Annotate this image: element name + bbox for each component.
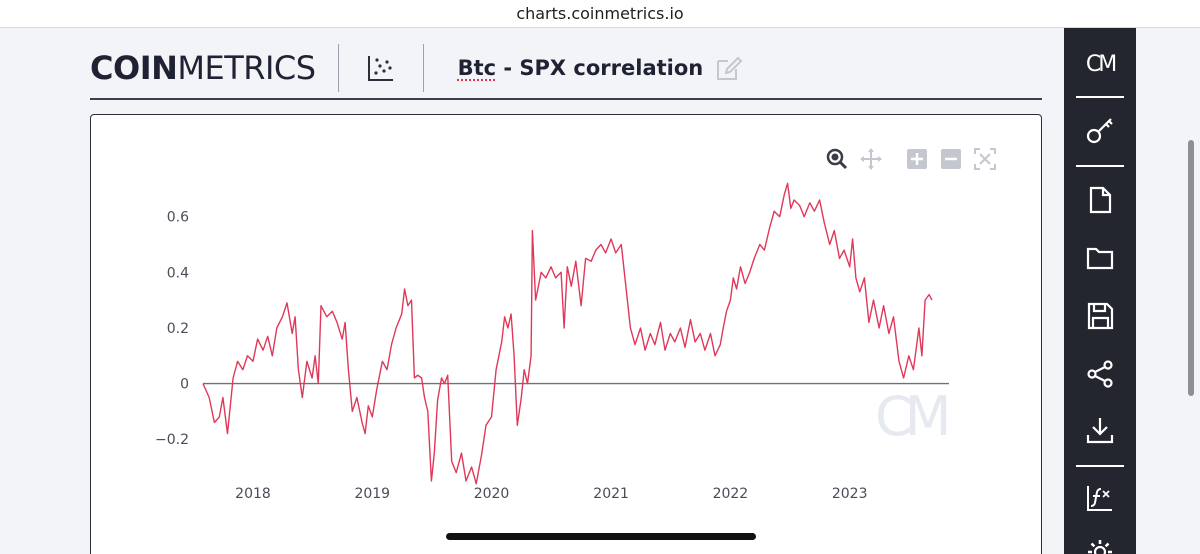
header-rule bbox=[90, 98, 1042, 100]
home-indicator[interactable] bbox=[446, 533, 756, 540]
folder-icon bbox=[1086, 247, 1114, 270]
watermark-text: CM bbox=[875, 385, 947, 448]
x-tick-label: 2020 bbox=[474, 486, 510, 502]
pan-tool[interactable] bbox=[858, 146, 884, 172]
y-tick-label: 0.2 bbox=[167, 321, 189, 337]
cm-logo: CM bbox=[1085, 51, 1117, 77]
page-scrollbar[interactable] bbox=[1188, 140, 1194, 396]
x-tick-label: 2022 bbox=[713, 486, 749, 502]
coinmetrics-logo[interactable]: COINMETRICS bbox=[90, 49, 316, 87]
y-tick-label: 0 bbox=[180, 377, 189, 393]
sidebar-separator bbox=[1076, 165, 1124, 167]
chart-title-part2: - SPX correlation bbox=[496, 56, 704, 80]
reset-zoom-tool[interactable] bbox=[972, 146, 998, 172]
x-tick-label: 2023 bbox=[832, 486, 868, 502]
x-tick-label: 2019 bbox=[354, 486, 390, 502]
right-sidebar: CM bbox=[1064, 28, 1136, 554]
sidebar-item-download[interactable] bbox=[1064, 408, 1136, 452]
edit-icon bbox=[717, 56, 743, 80]
scatter-chart-icon bbox=[367, 56, 393, 81]
sidebar-separator bbox=[1076, 465, 1124, 467]
x-tick-label: 2021 bbox=[593, 486, 629, 502]
share-icon bbox=[1087, 360, 1113, 388]
sidebar-logo[interactable]: CM bbox=[1064, 42, 1136, 86]
pan-icon bbox=[860, 148, 882, 170]
reset-zoom-icon bbox=[974, 148, 996, 170]
chart-card: CM −0.2 0 0.2 0.4 0.6 2018 2019 2020 2021 2022 2023 bbox=[90, 114, 1042, 554]
sidebar-item-formula[interactable] bbox=[1064, 476, 1136, 520]
header: COINMETRICS Btc - SPX correlation bbox=[90, 38, 1042, 98]
y-tick-label: −0.2 bbox=[155, 432, 189, 448]
key-icon bbox=[1086, 118, 1113, 144]
logo-bold: COIN bbox=[90, 49, 178, 87]
header-divider-2 bbox=[422, 44, 424, 92]
url-text: charts.coinmetrics.io bbox=[516, 4, 684, 23]
chart-toolbar bbox=[824, 146, 1006, 172]
zoom-icon bbox=[826, 148, 848, 170]
y-tick-label: 0.4 bbox=[167, 265, 189, 281]
zoom-in-tool[interactable] bbox=[904, 146, 930, 172]
sidebar-item-settings[interactable] bbox=[1064, 530, 1136, 554]
new-file-icon bbox=[1089, 186, 1112, 214]
formula-icon bbox=[1087, 486, 1112, 511]
url-bar[interactable]: charts.coinmetrics.io bbox=[0, 0, 1200, 28]
zoom-in-icon bbox=[907, 149, 927, 169]
zoom-out-tool[interactable] bbox=[938, 146, 964, 172]
chart-title-part1: Btc bbox=[457, 56, 497, 80]
sidebar-separator bbox=[1076, 96, 1124, 98]
chart-title[interactable]: Btc - SPX correlation bbox=[458, 56, 704, 80]
sidebar-item-api-key[interactable] bbox=[1064, 108, 1136, 152]
sidebar-item-save[interactable] bbox=[1064, 294, 1136, 338]
edit-title-button[interactable] bbox=[713, 52, 745, 84]
sidebar-item-open[interactable] bbox=[1064, 236, 1136, 280]
x-tick-label: 2018 bbox=[235, 486, 271, 502]
series-line bbox=[202, 182, 933, 485]
save-icon bbox=[1087, 302, 1114, 330]
header-divider bbox=[337, 44, 339, 92]
logo-light: METRICS bbox=[177, 49, 316, 87]
settings-icon bbox=[1088, 540, 1112, 554]
sidebar-item-new[interactable] bbox=[1064, 178, 1136, 222]
sidebar-item-share[interactable] bbox=[1064, 352, 1136, 396]
chart-type-button[interactable] bbox=[361, 48, 401, 88]
zoom-out-icon bbox=[941, 149, 961, 169]
download-icon bbox=[1086, 418, 1114, 444]
zoom-tool[interactable] bbox=[824, 146, 850, 172]
correlation-chart[interactable]: CM −0.2 0 0.2 0.4 0.6 2018 2019 2020 2021 2022 2023 bbox=[91, 115, 1043, 554]
y-tick-label: 0.6 bbox=[167, 210, 189, 226]
